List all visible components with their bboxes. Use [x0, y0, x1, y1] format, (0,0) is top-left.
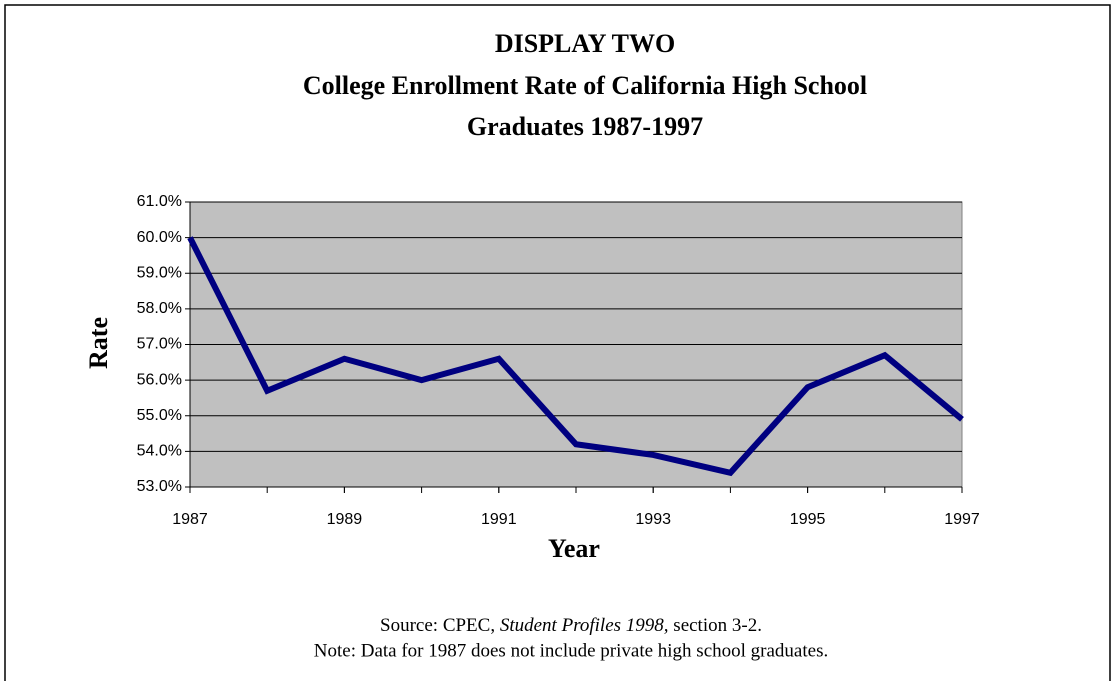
chart-title: College Enrollment Rate of California Hi…	[303, 71, 867, 100]
note: Note: Data for 1987 does not include pri…	[314, 640, 828, 661]
y-axis-label: Rate	[84, 317, 113, 369]
y-tick-label: 60.0%	[137, 229, 182, 246]
source-title: Student Profiles 1998,	[500, 615, 669, 636]
y-tick-label: 57.0%	[137, 336, 182, 353]
source-text: Source: CPEC,	[380, 615, 500, 636]
y-tick-label: 56.0%	[137, 371, 182, 388]
x-tick-label: 1993	[635, 511, 671, 528]
y-tick-label: 53.0%	[137, 478, 182, 495]
y-tick-label: 55.0%	[137, 407, 182, 424]
y-tick-label: 58.0%	[137, 300, 182, 317]
x-tick-label: 1989	[327, 511, 363, 528]
frame	[4, 4, 1111, 681]
chart-title: DISPLAY TWO	[495, 29, 675, 58]
x-tick-label: 1997	[944, 511, 980, 528]
chart-title: Graduates 1987-1997	[467, 112, 703, 141]
y-tick-label: 54.0%	[137, 443, 182, 460]
x-tick-label: 1987	[172, 511, 208, 528]
y-tick-label: 61.0%	[137, 193, 182, 210]
x-tick-label: 1995	[790, 511, 826, 528]
line	[187, 236, 964, 477]
source-text: section 3-2.	[669, 615, 762, 636]
x-axis-label: Year	[548, 534, 600, 563]
y-tick-label: 59.0%	[137, 264, 182, 281]
x-tick-label: 1991	[481, 511, 517, 528]
source: Source: CPEC, Student Profiles 1998, sec…	[380, 615, 762, 636]
